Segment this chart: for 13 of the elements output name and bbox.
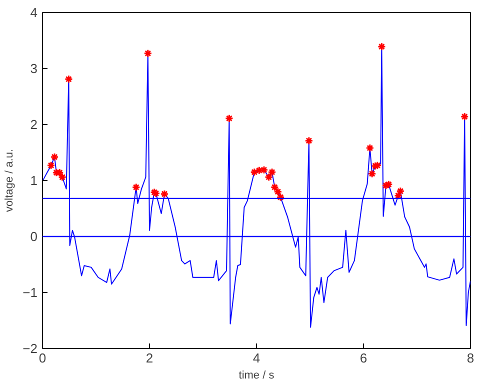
- x-tick-label: 4: [252, 350, 260, 366]
- y-tick-label: 3: [30, 61, 38, 76]
- y-tick-label: 0: [30, 229, 38, 244]
- y-tick-label: −2: [22, 341, 38, 356]
- y-tick-label: 4: [30, 5, 38, 20]
- x-tick-label: 2: [146, 350, 154, 366]
- x-tick-label: 6: [360, 350, 368, 366]
- y-tick-label: −1: [22, 285, 38, 300]
- y-tick-label: 2: [30, 117, 38, 132]
- x-tick-label: 8: [466, 350, 474, 366]
- y-axis-title: voltage / a.u.: [4, 148, 16, 212]
- y-tick-label: 1: [30, 173, 38, 188]
- x-axis-title: time / s: [238, 370, 275, 382]
